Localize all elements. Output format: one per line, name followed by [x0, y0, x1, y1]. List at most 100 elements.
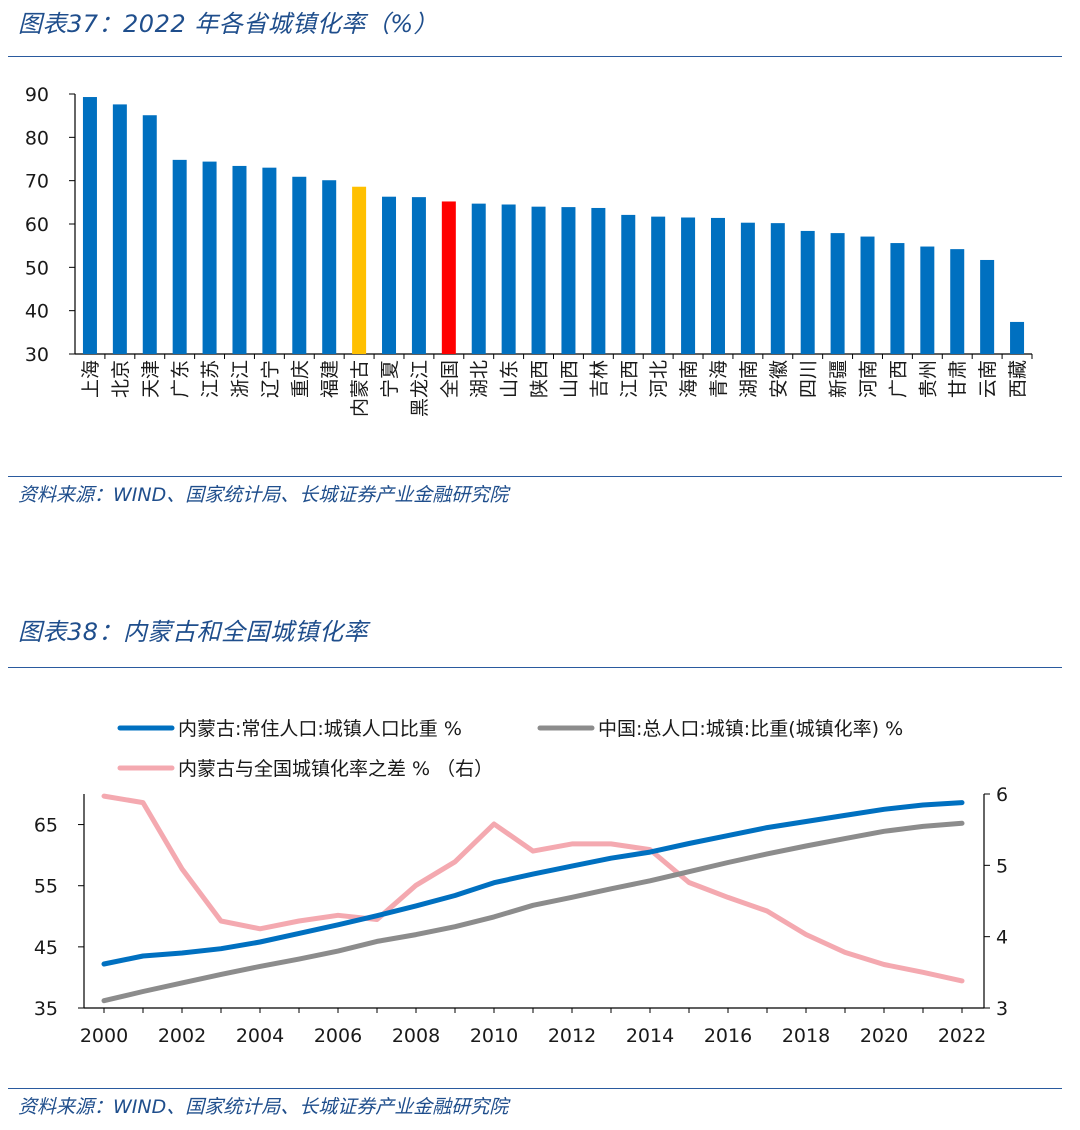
figure1-title: 图表37：2022 年各省城镇化率（%） — [18, 10, 439, 38]
bar-辽宁 — [262, 167, 277, 354]
urbanization-line-chart: 内蒙古:常住人口:城镇人口比重 % 中国:总人口:城镇:比重(城镇化率) % 内蒙古… — [34, 718, 1008, 1047]
x-tick-label: 山东 — [499, 360, 521, 398]
x-tick-label: 上海 — [80, 360, 102, 398]
y-tick-label: 70 — [25, 171, 49, 193]
y-tick-label: 50 — [25, 257, 49, 279]
x-tick-label: 2012 — [548, 1025, 596, 1047]
y-tick-label: 40 — [25, 301, 49, 323]
bar-浙江 — [232, 165, 247, 354]
left-tick-label: 45 — [34, 937, 58, 959]
x-tick-label: 2002 — [158, 1025, 206, 1047]
bar-内蒙古 — [352, 186, 367, 354]
x-tick-label: 2018 — [782, 1025, 830, 1047]
x-tick-label: 北京 — [110, 360, 132, 398]
bar-海南 — [681, 217, 696, 354]
x-tick-label: 新疆 — [828, 360, 850, 398]
bar-天津 — [142, 115, 157, 354]
bar-河南 — [860, 236, 875, 354]
bar-西藏 — [1010, 321, 1025, 354]
x-tick-label: 辽宁 — [259, 360, 281, 398]
x-tick-label: 四川 — [798, 360, 820, 398]
x-tick-label: 天津 — [140, 360, 162, 398]
x-tick-label: 青海 — [708, 360, 730, 398]
figure1-top-rule — [8, 56, 1062, 57]
figure2-source: 资料来源：WIND、国家统计局、长城证券产业金融研究院 — [18, 1096, 509, 1118]
right-tick-label: 6 — [996, 784, 1008, 806]
x-tick-label: 内蒙古 — [349, 360, 371, 417]
bar-江西 — [621, 214, 636, 354]
bar-福建 — [322, 180, 337, 354]
y-tick-label: 60 — [25, 214, 49, 236]
right-tick-label: 4 — [996, 927, 1008, 949]
x-tick-label: 安徽 — [768, 360, 790, 398]
bar-甘肃 — [950, 249, 965, 354]
x-tick-label: 吉林 — [588, 360, 610, 398]
bar-安徽 — [770, 223, 785, 354]
x-tick-label: 湖北 — [469, 360, 491, 398]
y-tick-label: 80 — [25, 127, 49, 149]
x-tick-label: 浙江 — [229, 360, 251, 398]
x-tick-label: 山西 — [558, 360, 580, 398]
x-tick-label: 陕西 — [529, 360, 551, 398]
x-tick-label: 2016 — [704, 1025, 752, 1047]
x-tick-label: 海南 — [678, 360, 700, 398]
x-tick-label: 江西 — [618, 360, 640, 398]
bar-山东 — [501, 204, 516, 354]
x-tick-label: 2014 — [626, 1025, 674, 1047]
x-tick-label: 江苏 — [200, 360, 222, 398]
x-tick-label: 全国 — [439, 360, 461, 398]
x-tick-label: 宁夏 — [379, 360, 401, 398]
legend-label-1: 中国:总人口:城镇:比重(城镇化率) % — [598, 718, 903, 740]
bar-江苏 — [202, 161, 217, 354]
series-line-1 — [101, 820, 965, 1004]
bar-北京 — [112, 104, 127, 355]
x-tick-label: 2004 — [236, 1025, 284, 1047]
provincial-urbanization-bar-chart: 30 40 50 60 70 80 90 上海 北京 天津 广东 江苏 浙江 辽宁 重庆 福建 内蒙古 宁夏 黑龙江… — [25, 84, 1033, 417]
bar-重庆 — [292, 176, 307, 354]
x-tick-label: 黑龙江 — [409, 360, 431, 417]
x-tick-label: 甘肃 — [947, 360, 969, 398]
left-tick-label: 35 — [34, 998, 58, 1020]
figure1-source: 资料来源：WIND、国家统计局、长城证券产业金融研究院 — [18, 484, 509, 506]
figure2-top-rule — [8, 667, 1062, 668]
bar-山西 — [561, 207, 576, 354]
right-tick-label: 5 — [996, 855, 1008, 877]
bar-湖北 — [471, 203, 486, 354]
figure2-bottom-rule — [8, 1088, 1062, 1089]
x-tick-label: 河北 — [648, 360, 670, 398]
x-tick-label: 广西 — [887, 360, 909, 398]
y-tick-label: 90 — [25, 84, 49, 106]
legend-label-0: 内蒙古:常住人口:城镇人口比重 % — [178, 718, 462, 740]
x-tick-label: 重庆 — [289, 360, 311, 398]
bar-吉林 — [591, 207, 606, 354]
bar-全国 — [441, 201, 456, 354]
legend-label-2: 内蒙古与全国城镇化率之差 % （右） — [178, 758, 493, 780]
x-tick-label: 2008 — [392, 1025, 440, 1047]
left-tick-label: 65 — [34, 815, 58, 837]
series-line-0 — [101, 800, 965, 967]
x-tick-label: 云南 — [977, 360, 999, 398]
bar-陕西 — [531, 206, 546, 354]
series-line-2 — [101, 793, 965, 984]
bar-湖南 — [740, 222, 755, 354]
figure2-title: 图表38：内蒙古和全国城镇化率 — [18, 618, 369, 646]
bar-四川 — [800, 230, 815, 354]
right-tick-label: 3 — [996, 998, 1008, 1020]
x-tick-label: 2022 — [938, 1025, 986, 1047]
x-tick-label: 福建 — [319, 360, 341, 398]
x-tick-label: 河南 — [858, 360, 880, 398]
bar-广西 — [890, 243, 905, 354]
x-tick-label: 广东 — [170, 360, 192, 398]
bar-河北 — [651, 216, 666, 354]
bar-宁夏 — [382, 196, 397, 354]
y-tick-label: 30 — [25, 344, 49, 366]
x-tick-label: 2020 — [860, 1025, 908, 1047]
bar-黑龙江 — [411, 197, 426, 354]
x-tick-label: 贵州 — [917, 360, 939, 398]
left-tick-label: 55 — [34, 876, 58, 898]
bar-上海 — [82, 97, 97, 355]
bar-贵州 — [920, 246, 935, 354]
x-tick-label: 湖南 — [738, 360, 760, 398]
bar-广东 — [172, 159, 187, 354]
bar-青海 — [710, 217, 725, 354]
